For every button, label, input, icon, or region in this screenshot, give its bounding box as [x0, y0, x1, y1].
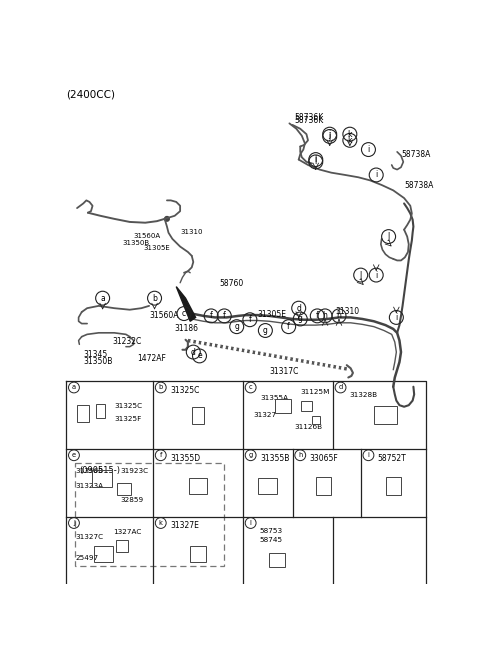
Text: 31305E: 31305E — [258, 310, 287, 319]
Text: f: f — [210, 312, 213, 320]
Text: 31310: 31310 — [336, 306, 360, 316]
Text: f: f — [316, 312, 319, 320]
Text: i: i — [395, 313, 397, 322]
Text: 32859: 32859 — [120, 497, 144, 503]
Text: 58738A: 58738A — [404, 181, 433, 190]
Text: h: h — [298, 452, 302, 459]
Text: h: h — [323, 312, 327, 320]
Text: e: e — [72, 452, 76, 459]
Text: 31327E: 31327E — [170, 522, 199, 531]
Text: 58736K: 58736K — [294, 115, 324, 125]
Text: a: a — [100, 294, 105, 302]
Text: 31560A: 31560A — [133, 233, 161, 239]
Text: i: i — [367, 145, 370, 154]
Text: k: k — [348, 130, 352, 138]
Text: d: d — [191, 348, 196, 357]
Text: j: j — [329, 132, 331, 141]
Polygon shape — [176, 287, 196, 321]
Text: c: c — [249, 384, 252, 390]
Text: g: g — [263, 326, 268, 335]
Circle shape — [165, 216, 169, 221]
Text: d: d — [296, 304, 301, 313]
Text: 31186: 31186 — [175, 323, 199, 333]
Text: 31356B: 31356B — [75, 468, 104, 474]
Text: i: i — [375, 270, 377, 279]
Text: 31328B: 31328B — [350, 392, 378, 398]
Text: b: b — [158, 384, 163, 390]
Text: J: J — [73, 520, 75, 526]
Text: 31323A: 31323A — [75, 483, 104, 489]
Text: i: i — [375, 171, 377, 180]
Text: 31923C: 31923C — [120, 468, 149, 474]
Text: f: f — [223, 312, 226, 320]
Text: 31327: 31327 — [254, 412, 277, 418]
Text: J: J — [387, 232, 390, 241]
Text: g: g — [234, 322, 239, 331]
Text: 31355B: 31355B — [260, 454, 289, 462]
Text: 31355D: 31355D — [170, 454, 200, 462]
Text: 25497: 25497 — [75, 556, 98, 562]
Text: 1472AF: 1472AF — [137, 354, 167, 363]
Text: d: d — [338, 384, 343, 390]
Text: 31325C: 31325C — [114, 403, 143, 409]
Text: c: c — [182, 309, 186, 318]
Text: 31345: 31345 — [83, 350, 108, 359]
Text: 31325C: 31325C — [170, 386, 199, 395]
Text: l: l — [314, 155, 317, 164]
Text: f: f — [287, 322, 290, 331]
Text: 58736K: 58736K — [294, 113, 324, 121]
Text: 31310: 31310 — [180, 229, 203, 235]
Text: 58752T: 58752T — [378, 454, 407, 462]
Text: 1327AC: 1327AC — [113, 529, 141, 535]
Text: f: f — [159, 452, 162, 459]
Text: 31325F: 31325F — [114, 416, 142, 422]
Text: 31126B: 31126B — [294, 424, 322, 430]
Text: e: e — [197, 352, 202, 360]
Text: i: i — [368, 452, 370, 459]
Text: 33065F: 33065F — [310, 454, 338, 462]
Text: (2400CC): (2400CC) — [66, 89, 115, 100]
Text: l: l — [314, 157, 317, 167]
Text: f: f — [249, 316, 251, 324]
Text: 58753: 58753 — [260, 527, 283, 533]
Text: g: g — [249, 452, 253, 459]
Text: 58760: 58760 — [219, 279, 243, 288]
Text: 31232C: 31232C — [113, 337, 142, 346]
Text: b: b — [152, 294, 157, 302]
Text: (090515-): (090515-) — [80, 466, 120, 475]
Text: 58745: 58745 — [260, 537, 283, 543]
Text: h: h — [336, 312, 341, 320]
Text: 31317C: 31317C — [269, 367, 299, 377]
Text: 31355A: 31355A — [260, 395, 288, 401]
Text: 31305E: 31305E — [144, 245, 170, 251]
Text: 31350B: 31350B — [122, 240, 149, 247]
Text: 58738A: 58738A — [401, 150, 431, 159]
Text: 31125M: 31125M — [300, 389, 330, 395]
Text: J: J — [360, 270, 362, 279]
Text: 31560A: 31560A — [149, 311, 179, 320]
Text: a: a — [72, 384, 76, 390]
Text: k: k — [159, 520, 163, 526]
Text: l: l — [250, 520, 252, 526]
Text: 31327C: 31327C — [75, 534, 104, 540]
Text: g: g — [298, 314, 303, 323]
Text: j: j — [329, 130, 331, 138]
Text: k: k — [348, 136, 352, 145]
Text: 31350B: 31350B — [83, 358, 113, 367]
